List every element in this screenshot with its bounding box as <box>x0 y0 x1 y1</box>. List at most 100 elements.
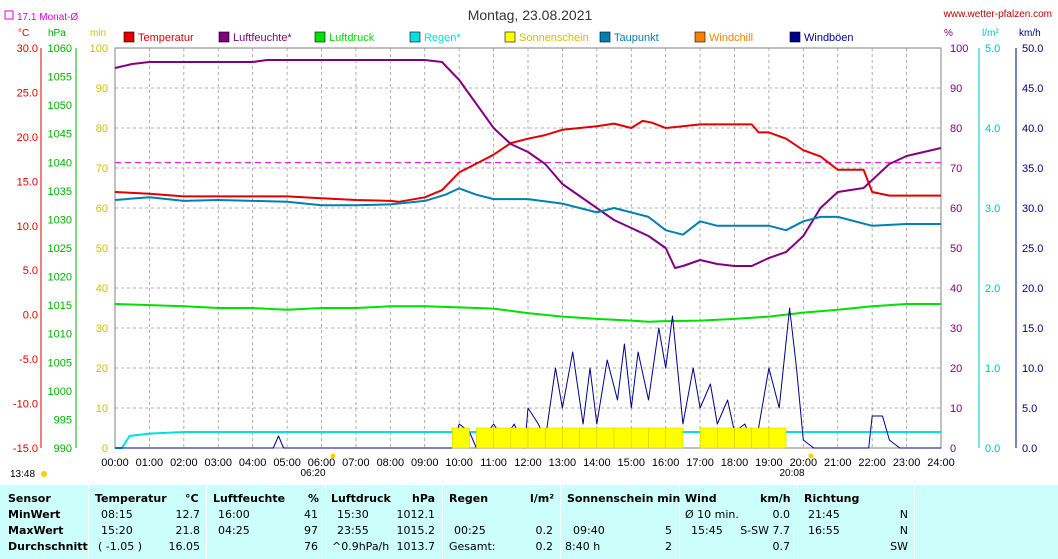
axis-tick-label: 60 <box>950 203 962 215</box>
x-tick-label: 19:00 <box>755 457 783 469</box>
hdr-dir: Richtung <box>804 492 860 505</box>
cell: 41 <box>304 508 318 521</box>
plot-area <box>114 59 942 449</box>
sunshine-bar <box>544 427 563 449</box>
axis-tick-label: 4.0 <box>985 123 1000 135</box>
monthavg-label: 17.1 Monat-Ø <box>17 12 78 23</box>
axis-tick-label: 1040 <box>48 157 72 169</box>
legend-swatch <box>314 31 326 43</box>
cell: 0.0 <box>772 508 791 521</box>
axis-tick-label: 1030 <box>48 214 72 226</box>
axis-tick-label: 70 <box>96 163 108 175</box>
axis-tick-label: 1055 <box>48 72 72 84</box>
sunrise-label: 06:20 <box>300 468 325 479</box>
axis-tick-label: 90 <box>950 83 962 95</box>
site-link[interactable]: www.wetter-pfalzen.com <box>943 9 1052 20</box>
axis-tick-label: 1000 <box>48 386 72 398</box>
x-tick-label: 12:00 <box>514 457 542 469</box>
axis-tick-label: 1.0 <box>985 363 1000 375</box>
axis-tick-label: 25.0 <box>1022 243 1043 255</box>
sunshine-bar <box>751 427 770 449</box>
cell: 09:40 <box>573 524 605 537</box>
x-tick-label: 05:00 <box>273 457 301 469</box>
cell: 21:45 <box>808 508 840 521</box>
x-tick-label: 00:00 <box>101 457 129 469</box>
cell: ^0.9hPa/h <box>332 540 390 553</box>
x-tick-label: 16:00 <box>652 457 680 469</box>
cell: 1013.7 <box>396 540 436 553</box>
axis-tick-label: 40.0 <box>1022 123 1043 135</box>
cell: 15:20 <box>101 524 133 537</box>
axis-tick-label: 30.0 <box>1022 203 1043 215</box>
x-tick-label: 13:00 <box>549 457 577 469</box>
axis-tick-label: 10 <box>96 403 108 415</box>
cell: 2 <box>665 540 672 553</box>
cell: 1015.2 <box>396 524 436 537</box>
legend-swatch <box>504 31 516 43</box>
cell: Ø 10 min. <box>685 508 739 521</box>
table-header-row: Sensor Temperatur °C Luftfeuchte % Luftd… <box>0 490 1058 508</box>
axis-tick-label: -15.0 <box>13 443 38 455</box>
axis-tick-label: 3.0 <box>985 203 1000 215</box>
sunshine-bar <box>493 427 512 449</box>
axis-tick-label: 5.0 <box>985 43 1000 55</box>
cell: 1012.1 <box>396 508 436 521</box>
monthavg-icon <box>4 10 14 20</box>
x-tick-label: 24:00 <box>927 457 955 469</box>
unit-press: hPa <box>48 28 66 39</box>
cell: 97 <box>304 524 318 537</box>
legend-swatch <box>789 31 801 43</box>
hdr-rain-unit: l/m² <box>530 492 555 505</box>
sunshine-bar <box>699 427 718 449</box>
cell: 16:00 <box>218 508 250 521</box>
axis-tick-label: 30 <box>950 323 962 335</box>
cell: 15:45 <box>691 524 723 537</box>
axis-tick-label: -10.0 <box>13 399 38 411</box>
grid: 00:00 01:00 02:00 03:00 04:00 05:00 06:00 07:00… <box>101 47 955 469</box>
cell: 21.8 <box>175 524 201 537</box>
cell: 5 <box>665 524 672 537</box>
sunshine-bar <box>768 427 787 449</box>
x-tick-label: 18:00 <box>721 457 749 469</box>
axis-tick-label: 10 <box>950 403 962 415</box>
axis-tick-label: 2.0 <box>985 283 1000 295</box>
series-line-temperatur <box>114 119 941 203</box>
x-tick-label: 08:00 <box>377 457 405 469</box>
hdr-temp: Temperatur <box>95 492 167 505</box>
x-tick-label: 02:00 <box>170 457 198 469</box>
axis-tick-label: 20.0 <box>17 132 38 144</box>
unit-pct: % <box>944 28 953 39</box>
sunshine-bar <box>596 427 615 449</box>
legend-swatch <box>409 31 421 43</box>
axis-tick-label: 25.0 <box>17 87 38 99</box>
axis-tick-label: 40 <box>96 283 108 295</box>
x-tick-label: 07:00 <box>342 457 370 469</box>
cell: N <box>899 524 908 537</box>
chart-title: Montag, 23.08.2021 <box>468 7 593 23</box>
cell: 76 <box>304 540 318 553</box>
axis-tick-label: 10.0 <box>17 221 38 233</box>
sunshine-bar <box>734 427 752 449</box>
x-tick-label: 06:00 <box>308 457 336 469</box>
axis-tick-label: 20 <box>96 363 108 375</box>
series-line-taupunkt <box>114 187 941 236</box>
legend-label: Taupunkt <box>614 32 659 44</box>
axis-tick-label: 30.0 <box>17 43 38 55</box>
cell: ( -1.05 ) <box>98 540 143 553</box>
hdr-hum: Luftfeuchte <box>213 492 286 505</box>
stats-table: Sensor Temperatur °C Luftfeuchte % Luftd… <box>0 485 1058 559</box>
unit-rain: l/m² <box>982 28 999 39</box>
cell: 12.7 <box>175 508 201 521</box>
cell: 0.2 <box>535 540 554 553</box>
axis-tick-label: 20.0 <box>1022 283 1043 295</box>
axis-tick-label: 5.0 <box>1022 403 1037 415</box>
cell: S-SW 7.7 <box>740 524 790 537</box>
axis-tick-label: 1050 <box>48 100 72 112</box>
hdr-temp-unit: °C <box>185 492 199 505</box>
sunshine-bar <box>579 427 598 449</box>
axis-tick-label: 0 <box>950 443 956 455</box>
series-line-luftdruck <box>114 303 941 323</box>
axis-tick-label: 50 <box>96 243 108 255</box>
sunshine-bar <box>527 427 546 449</box>
legend-label: Regen* <box>424 32 461 44</box>
